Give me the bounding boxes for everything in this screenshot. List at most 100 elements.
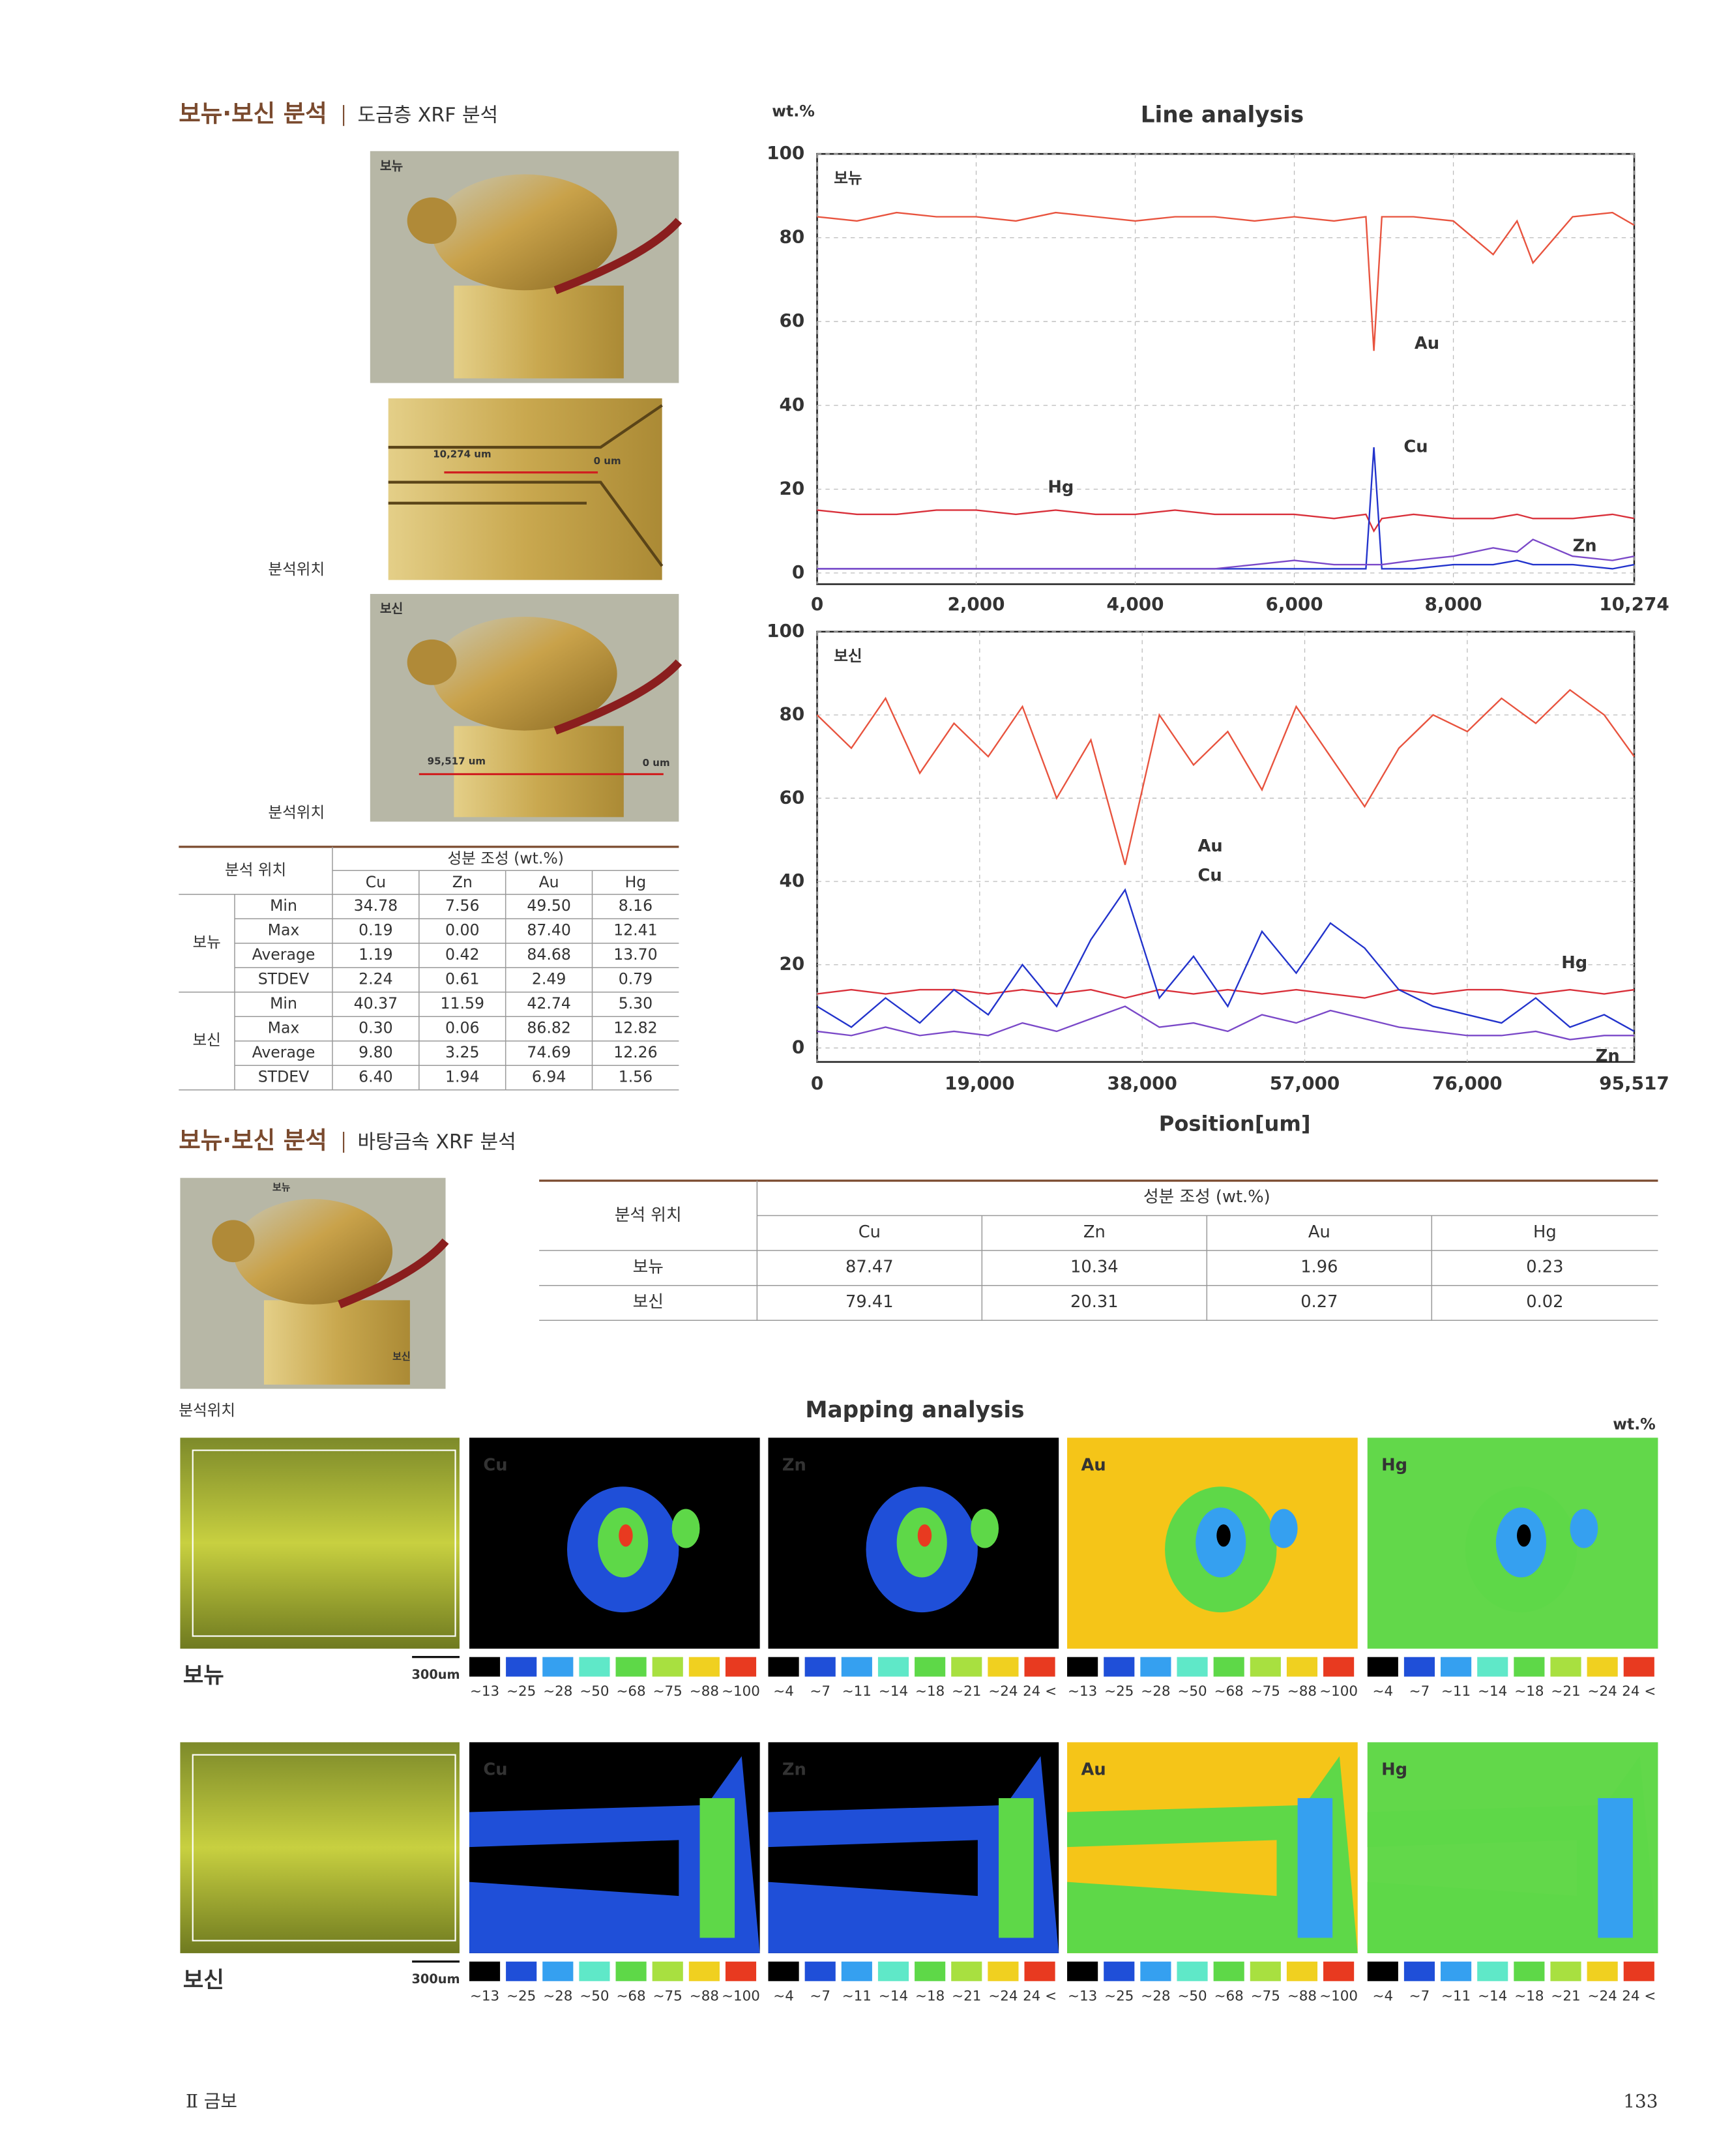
x-tick-label: 0 [811, 593, 823, 615]
section-title: 보뉴·보신 분석 [179, 1126, 327, 1154]
y-tick-label: 0 [792, 561, 804, 583]
legend-label: ~21 [1551, 1683, 1580, 1700]
legend-label: ~100 [1319, 1683, 1358, 1700]
legend-label: ~25 [1104, 1988, 1134, 2004]
x-tick-label: 38,000 [1107, 1072, 1177, 1094]
map-element-label: Zn [782, 1760, 806, 1780]
position-label: 분석위치 [268, 803, 325, 821]
legend-label: ~88 [1287, 1683, 1317, 1700]
legend-label: ~100 [722, 1988, 760, 2004]
photo-bosin-cord [553, 659, 683, 735]
sample-label: 보신 [183, 1967, 224, 1993]
map-blob [671, 1509, 700, 1548]
legend-label: 24 < [1023, 1683, 1057, 1700]
legend-label: ~18 [1514, 1988, 1544, 2004]
legend-label: ~4 [1373, 1988, 1394, 2004]
series-label: Cu [1403, 437, 1428, 457]
legend-swatch [1140, 1961, 1171, 1981]
legend-swatch [1367, 1961, 1398, 1981]
series-line [817, 539, 1635, 570]
legend-swatch [988, 1657, 1019, 1677]
x-tick-label: 95,517 [1599, 1072, 1669, 1094]
table-header: Hg [625, 873, 647, 891]
table-cell: 86.82 [527, 1018, 570, 1037]
table-cell: 20.31 [1070, 1292, 1119, 1312]
position-label: 분석위치 [179, 1401, 235, 1419]
legend-label: ~13 [1068, 1988, 1097, 2004]
table-cell: 10.34 [1070, 1257, 1119, 1277]
mapping-unit: wt.% [1613, 1415, 1656, 1433]
table-cell: 40.37 [354, 994, 398, 1012]
table-cell: 5.30 [619, 994, 653, 1012]
table-cell: Average [252, 945, 316, 964]
table-cell: 1.96 [1300, 1257, 1338, 1277]
legend-label: ~50 [580, 1988, 609, 2004]
sample-photo [180, 1438, 460, 1649]
table-cell: Min [270, 994, 297, 1012]
legend-swatch [725, 1657, 757, 1677]
legend-label: ~21 [952, 1988, 981, 2004]
x-tick-label: 10,274 [1599, 593, 1669, 615]
legend-swatch [1024, 1657, 1055, 1677]
legend-label: ~100 [1319, 1988, 1358, 2004]
y-tick-label: 20 [779, 953, 804, 975]
legend-swatch [579, 1657, 610, 1677]
table-cell: 6.40 [359, 1067, 392, 1085]
legend-label: ~68 [616, 1683, 645, 1700]
legend-swatch [988, 1961, 1019, 1981]
table-cell: 1.94 [445, 1067, 479, 1085]
photo-base-metal-head [212, 1220, 255, 1263]
map-blob [1269, 1509, 1298, 1548]
legend-label: ~50 [1177, 1683, 1207, 1700]
table-cell: 2.24 [359, 969, 392, 988]
legend-swatch [1250, 1961, 1281, 1981]
x-tick-label: 2,000 [947, 593, 1005, 615]
table-cell: 0.30 [359, 1018, 392, 1037]
legend-label: ~25 [506, 1683, 536, 1700]
legend-swatch [1140, 1657, 1171, 1677]
table-cell: 보신 [192, 1031, 220, 1049]
table-cell: 0.23 [1526, 1257, 1563, 1277]
table-cell: 49.50 [527, 896, 570, 915]
table-cell: 12.82 [613, 1018, 657, 1037]
legend-label: ~24 [988, 1988, 1018, 2004]
legend-label: ~13 [470, 1988, 499, 2004]
map-element-label: Hg [1381, 1760, 1407, 1780]
x-tick-label: 6,000 [1266, 593, 1323, 615]
legend-swatch [1623, 1657, 1654, 1677]
legend-label: ~75 [1251, 1683, 1280, 1700]
table-cell: Average [252, 1043, 316, 1061]
legend-label: ~11 [842, 1683, 872, 1700]
legend-swatch [615, 1961, 647, 1981]
legend-label: ~4 [1373, 1683, 1394, 1700]
table-cell: 7.56 [445, 896, 479, 915]
legend-swatch [1514, 1961, 1545, 1981]
legend-label: ~18 [1514, 1683, 1544, 1700]
legend-swatch [1441, 1657, 1472, 1677]
scale-label: 300um [412, 1971, 460, 1986]
legend-swatch [915, 1961, 946, 1981]
y-tick-label: 80 [779, 703, 804, 725]
series-line [817, 211, 1635, 351]
legend-swatch [1213, 1961, 1244, 1981]
legend-swatch [1323, 1961, 1355, 1981]
series-label: Hg [1561, 953, 1587, 973]
map-element-label: Zn [782, 1456, 806, 1475]
legend-label: ~14 [879, 1683, 908, 1700]
legend-label: ~21 [1551, 1988, 1580, 2004]
legend-swatch [1367, 1657, 1398, 1677]
legend-swatch [542, 1657, 574, 1677]
y-tick-label: 60 [779, 786, 804, 808]
legend-swatch [1623, 1961, 1654, 1981]
legend-swatch [841, 1657, 872, 1677]
legend-swatch [506, 1961, 537, 1981]
legend-swatch [768, 1961, 799, 1981]
table-cell: 0.79 [619, 969, 653, 988]
legend-label: ~75 [1251, 1988, 1280, 2004]
table-header: Zn [452, 873, 473, 891]
legend-label: ~18 [915, 1988, 945, 2004]
table-header: Zn [1083, 1222, 1106, 1242]
legend-swatch [1477, 1657, 1508, 1677]
roi-box [192, 1754, 456, 1942]
